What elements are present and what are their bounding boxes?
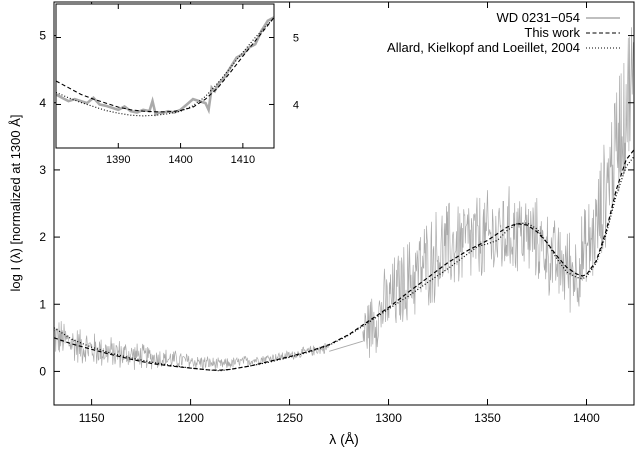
inset-plot-axes: 1390 1400 1410 4 5 (55, 3, 299, 166)
x-tick-label: 1150 (79, 411, 105, 425)
y-tick-label: 3 (39, 163, 46, 177)
x-tick-label: 1400 (573, 411, 600, 425)
inset-plot-series (56, 16, 274, 117)
x-tick-label: 1200 (177, 411, 204, 425)
y-axis-label: log I (λ) [normalized at 1300 Å] (8, 114, 23, 291)
inset-x-tick-label: 1410 (231, 154, 255, 166)
legend-label-this-work: This work (524, 25, 580, 40)
x-tick-label: 1300 (375, 411, 402, 425)
inset-background (56, 4, 274, 148)
y-tick-label: 2 (39, 230, 46, 244)
main-plot-axes: 1150 1200 1250 1300 1350 1400 0 1 2 3 4 5 (39, 1, 635, 425)
x-axis-label: λ (Å) (329, 431, 359, 447)
inset-frame (55, 3, 275, 149)
legend: WD 0231−054 This work Allard, Kielkopf a… (387, 10, 620, 55)
x-tick-label: 1350 (474, 411, 501, 425)
main-plot-series (54, 27, 634, 372)
inset-plot: 1390 1400 1410 4 5 (55, 3, 299, 166)
legend-label-wd: WD 0231−054 (497, 10, 580, 25)
inset-y-tick-label: 5 (293, 32, 299, 44)
y-tick-label: 1 (39, 297, 46, 311)
main-plot-frame (53, 1, 635, 406)
inset-x-tick-label: 1400 (168, 154, 192, 166)
series-allard-line (54, 156, 634, 372)
inset-series-wd-0231-054 (56, 16, 274, 117)
y-tick-label: 4 (39, 96, 46, 110)
y-tick-label: 0 (39, 364, 46, 378)
series-wd-0231-054-segment-1 (329, 340, 363, 352)
y-tick-label: 5 (39, 29, 46, 43)
inset-x-tick-label: 1390 (106, 154, 130, 166)
series-wd-0231-054-segment-2 (362, 27, 634, 358)
series-this-work-line (54, 149, 634, 371)
x-tick-label: 1250 (276, 411, 303, 425)
legend-label-allard: Allard, Kielkopf and Loeillet, 2004 (387, 40, 580, 55)
inset-y-tick-label: 4 (293, 99, 299, 111)
inset-series-this-work-line (56, 17, 274, 113)
